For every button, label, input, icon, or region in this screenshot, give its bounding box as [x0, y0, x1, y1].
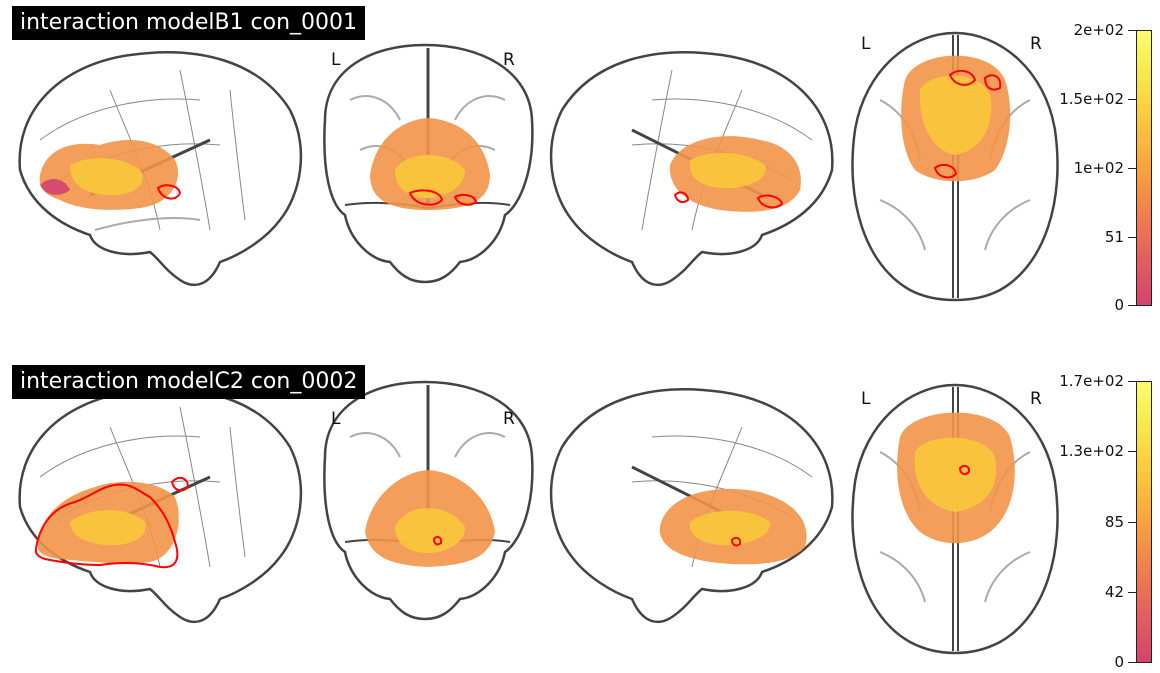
colorbar-tick [1128, 451, 1136, 452]
colorbar-tick [1128, 592, 1136, 593]
colorbar-tick-label: 1.3e+02 [1059, 442, 1124, 460]
colorbar-tick-label: 1.5e+02 [1059, 90, 1124, 108]
activation-blob [34, 476, 190, 569]
colorbar-tick [1128, 662, 1136, 663]
colorbar-tick [1128, 99, 1136, 100]
sagittal-right-view [549, 388, 834, 624]
colorbar-tick-label: 51 [1104, 228, 1124, 246]
colorbar-tick [1128, 305, 1136, 306]
activation-blob [39, 140, 182, 210]
axial-view [851, 31, 1059, 302]
panel-title: interaction modelB1 con_0001 [12, 6, 366, 40]
axial-right-label: R [1030, 389, 1042, 409]
left-hemisphere-label: L [331, 50, 341, 70]
axial-left-label: L [861, 389, 871, 409]
sagittal-right-view [549, 51, 834, 287]
colorbar-tick [1128, 237, 1136, 238]
activation-blob [365, 470, 495, 567]
axial-view [851, 383, 1059, 655]
colorbar-tick-label: 85 [1104, 513, 1124, 531]
activation-blob [669, 136, 801, 212]
activation-blob [659, 488, 807, 565]
axial-right-label: R [1030, 34, 1042, 54]
colorbar-tick-label: 42 [1104, 583, 1124, 601]
colorbar-tick-label: 2e+02 [1073, 21, 1124, 39]
sagittal-left-view [18, 388, 303, 624]
sagittal-left-view [18, 51, 303, 287]
panel-title: interaction modelC2 con_0002 [12, 365, 366, 399]
colorbar [1136, 381, 1152, 663]
activation-blob [901, 55, 1011, 182]
right-hemisphere-label: R [503, 409, 515, 429]
coronal-view [323, 380, 534, 621]
glass-brain-views [18, 31, 1059, 302]
left-hemisphere-label: L [331, 409, 341, 429]
activation-blob [370, 118, 490, 210]
coronal-view [323, 43, 534, 284]
glass-brain-panel-2: interaction modelC2 con_0002 L R L R 1.7… [0, 337, 1160, 673]
colorbar-tick-label: 0 [1114, 296, 1124, 314]
colorbar-tick-label: 0 [1114, 653, 1124, 671]
activation-blob [897, 412, 1015, 544]
colorbar-tick [1128, 381, 1136, 382]
colorbar-tick-label: 1e+02 [1073, 159, 1124, 177]
colorbar-tick [1128, 30, 1136, 31]
axial-left-label: L [861, 34, 871, 54]
glass-brain-panel-1: interaction modelB1 con_0001 L R L R 2e+… [0, 0, 1160, 336]
glass-brain-views [18, 380, 1059, 655]
colorbar-tick-label: 1.7e+02 [1059, 372, 1124, 390]
colorbar-tick [1128, 168, 1136, 169]
colorbar-tick [1128, 522, 1136, 523]
colorbar [1136, 30, 1152, 306]
right-hemisphere-label: R [503, 50, 515, 70]
